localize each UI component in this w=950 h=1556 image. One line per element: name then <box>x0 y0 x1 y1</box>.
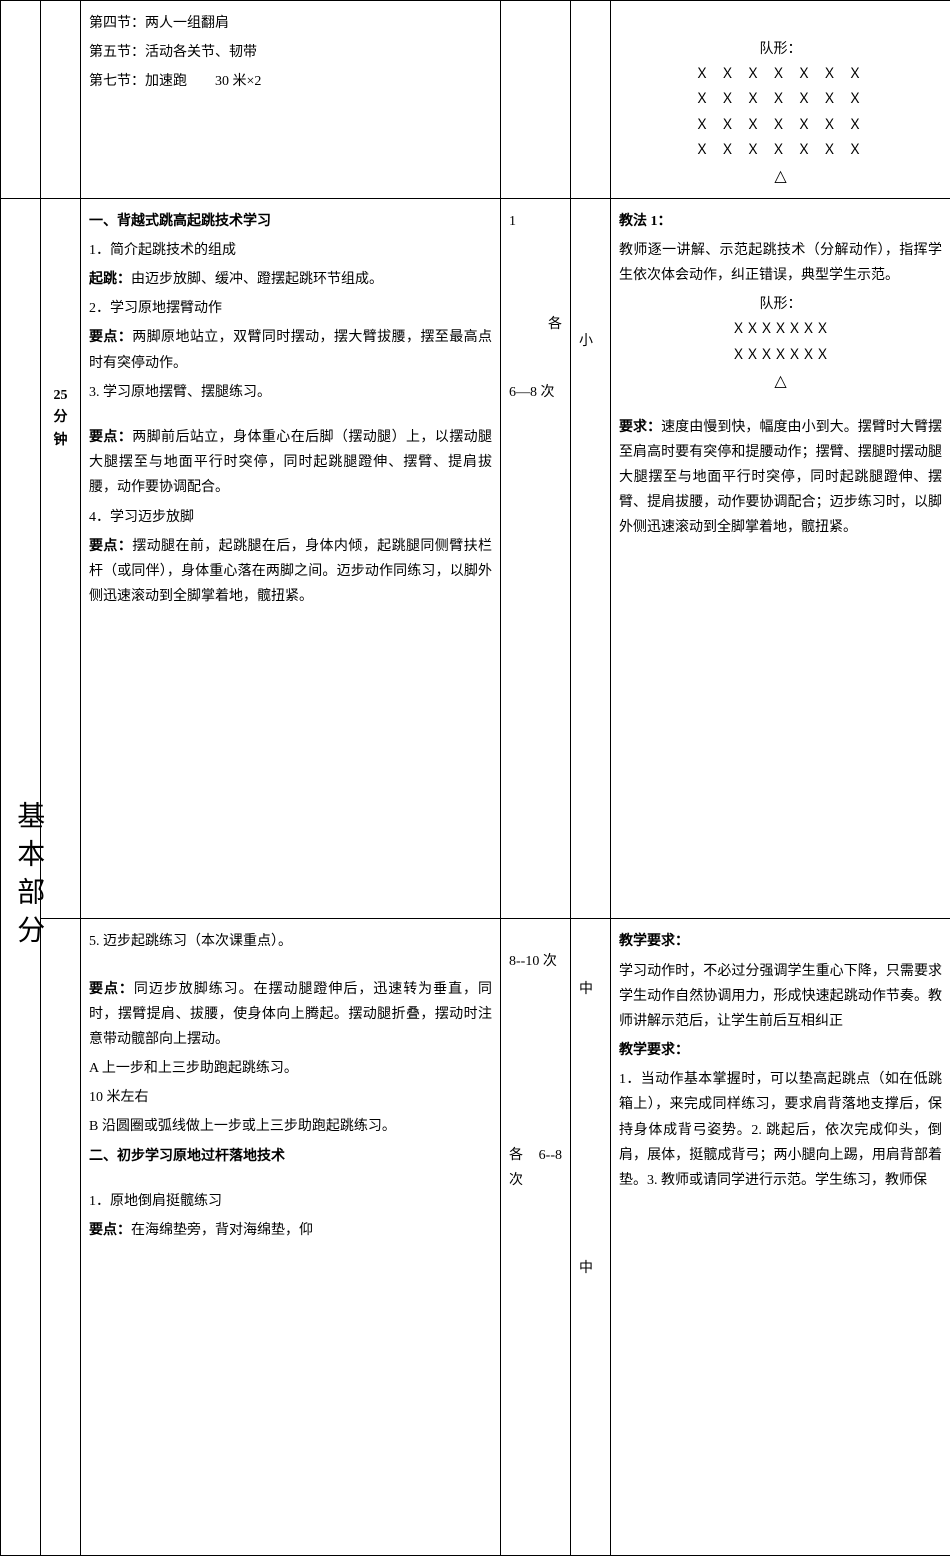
text-line: B 沿圆圈或弧线做上一步或上三步助跑起跳练习。 <box>89 1114 492 1139</box>
spacer <box>619 7 942 37</box>
heading: 教学要求： <box>619 929 942 954</box>
formation-row: Ｘ Ｘ Ｘ Ｘ Ｘ Ｘ Ｘ <box>619 62 942 87</box>
label: 起跳： <box>89 272 131 287</box>
text-block: 学习动作时，不必过分强调学生重心下降，只需要求学生动作自然协调用力，形成快速起跳… <box>619 959 942 1035</box>
lesson-plan-table: 第四节：两人一组翻肩 第五节：活动各关节、韧带 第七节：加速跑 30 米×2 队… <box>0 0 950 1556</box>
count: 8--10 次 <box>509 949 562 974</box>
cell-content-basic: 一、背越式跳高起跳技术学习 1．简介起跳技术的组成 起跳：由迈步放脚、缓冲、蹬摆… <box>81 198 501 919</box>
text-block: 教师逐一讲解、示范起跳技术（分解动作），指挥学生依次体会动作，纠正错误，典型学生… <box>619 238 942 288</box>
label: 要点： <box>89 982 134 997</box>
label: 要求： <box>619 420 661 435</box>
text: 由迈步放脚、缓冲、蹬摆起跳环节组成。 <box>131 272 383 287</box>
text-block: 要点：同迈步放脚练习。在摆动腿蹬伸后，迅速转为垂直，同时，摆臂提肩、拔腰，使身体… <box>89 977 492 1053</box>
spacer <box>49 205 72 385</box>
cell-intensity-blank <box>571 1 611 199</box>
spacer <box>509 979 562 1139</box>
intensity: 小 <box>579 329 602 354</box>
formation-row: Ｘ Ｘ Ｘ Ｘ Ｘ Ｘ Ｘ <box>619 113 942 138</box>
text-line: 1．简介起跳技术的组成 <box>89 238 492 263</box>
cell-content-warmup: 第四节：两人一组翻肩 第五节：活动各关节、韧带 第七节：加速跑 30 米×2 <box>81 1 501 199</box>
text-block: 要点：两脚前后站立，身体重心在后脚（摆动腿）上，以摆动腿大腿摆至与地面平行时突停… <box>89 425 492 501</box>
cell-req-row3: 教学要求： 学习动作时，不必过分强调学生重心下降，只需要求学生动作自然协调用力，… <box>611 919 950 1555</box>
text-line: 5. 迈步起跳练习（本次课重点）。 <box>89 929 492 954</box>
formation-row: Ｘ Ｘ Ｘ Ｘ Ｘ Ｘ Ｘ <box>619 138 942 163</box>
text-line: 3. 学习原地摆臂、摆腿练习。 <box>89 380 492 405</box>
count: 1 <box>509 209 562 234</box>
text: 同迈步放脚练习。在摆动腿蹬伸后，迅速转为垂直，同时，摆臂提肩、拔腰，使身体向上腾… <box>89 982 492 1047</box>
spacer <box>89 1173 492 1185</box>
formation-row: ＸＸＸＸＸＸＸ <box>619 317 942 342</box>
spacer <box>579 925 602 973</box>
cell-intensity-basic: 小 <box>571 198 611 919</box>
cell-req-formation: 队形： Ｘ Ｘ Ｘ Ｘ Ｘ Ｘ Ｘ Ｘ Ｘ Ｘ Ｘ Ｘ Ｘ Ｘ Ｘ Ｘ Ｘ Ｘ … <box>611 1 950 199</box>
count: 各 6--8次 <box>509 1143 562 1193</box>
formation-block: 队形： ＸＸＸＸＸＸＸ ＸＸＸＸＸＸＸ △ <box>619 292 942 396</box>
cell-time-blank <box>41 919 81 1555</box>
table-row: 5. 迈步起跳练习（本次课重点）。 要点：同迈步放脚练习。在摆动腿蹬伸后，迅速转… <box>1 919 950 1555</box>
text-block: 要求：速度由慢到快，幅度由小到大。摆臂时大臂摆至肩高时要有突停和提腰动作；摆臂、… <box>619 415 942 541</box>
spacer <box>509 341 562 376</box>
spacer <box>89 959 492 973</box>
cell-count-blank <box>501 1 571 199</box>
formation-block: 队形： Ｘ Ｘ Ｘ Ｘ Ｘ Ｘ Ｘ Ｘ Ｘ Ｘ Ｘ Ｘ Ｘ Ｘ Ｘ Ｘ Ｘ Ｘ … <box>619 37 942 192</box>
text-block: 1．当动作基本掌握时，可以垫高起跳点（如在低跳箱上），来完成同样练习，要求肩背落… <box>619 1067 942 1193</box>
cell-req-basic: 教法 1： 教师逐一讲解、示范起跳技术（分解动作），指挥学生依次体会动作，纠正错… <box>611 198 950 919</box>
formation-row: ＸＸＸＸＸＸＸ <box>619 343 942 368</box>
text: 速度由慢到快，幅度由小到大。摆臂时大臂摆至肩高时要有突停和提腰动作；摆臂、摆腿时… <box>619 420 942 536</box>
text-block: 起跳：由迈步放脚、缓冲、蹬摆起跳环节组成。 <box>89 267 492 292</box>
text-block: 要点：摆动腿在前，起跳腿在后，身体内倾，起跳腿同侧臂扶栏杆（或同伴），身体重心落… <box>89 534 492 610</box>
page-wrapper: 第四节：两人一组翻肩 第五节：活动各关节、韧带 第七节：加速跑 30 米×2 队… <box>0 0 950 1556</box>
heading: 教法 1： <box>619 209 942 234</box>
formation-triangle: △ <box>619 368 942 397</box>
label: 要点： <box>89 430 132 445</box>
table-row: 第四节：两人一组翻肩 第五节：活动各关节、韧带 第七节：加速跑 30 米×2 队… <box>1 1 950 199</box>
spacer <box>579 205 602 325</box>
formation-triangle: △ <box>619 163 942 192</box>
table-row: 基本部分 25 分 钟 一、背越式跳高起跳技术学习 1．简介起跳技术的组成 起跳… <box>1 198 950 919</box>
text: 在海绵垫旁，背对海绵垫，仰 <box>131 1223 313 1238</box>
intensity: 中 <box>579 1256 602 1281</box>
text-line: 第四节：两人一组翻肩 <box>89 11 492 36</box>
time-block: 25 分 钟 <box>49 385 72 452</box>
cell-time-blank <box>41 1 81 199</box>
cell-count-row3: 8--10 次 各 6--8次 <box>501 919 571 1555</box>
formation-label: 队形： <box>619 292 942 317</box>
text: 两脚原地站立，双臂同时摆动，摆大臂拔腰，摆至最高点时有突停动作。 <box>89 330 492 370</box>
spacer <box>89 409 492 421</box>
text-line: 第五节：活动各关节、韧带 <box>89 40 492 65</box>
text-line: 1．原地倒肩挺髋练习 <box>89 1189 492 1214</box>
spacer <box>579 1007 602 1252</box>
text: 摆动腿在前，起跳腿在后，身体内倾，起跳腿同侧臂扶栏杆（或同伴），身体重心落在两脚… <box>89 539 492 604</box>
text-line: 4．学习迈步放脚 <box>89 505 492 530</box>
count: 各 <box>509 312 562 337</box>
text: 两脚前后站立，身体重心在后脚（摆动腿）上，以摆动腿大腿摆至与地面平行时突停，同时… <box>89 430 492 495</box>
text-block: 要点：在海绵垫旁，背对海绵垫，仰 <box>89 1218 492 1243</box>
label: 要点： <box>89 330 132 345</box>
spacer <box>509 925 562 945</box>
heading: 二、初步学习原地过杆落地技术 <box>89 1144 492 1169</box>
cell-intensity-row3: 中 中 <box>571 919 611 1555</box>
text-line: 第七节：加速跑 30 米×2 <box>89 69 492 94</box>
time-unit: 钟 <box>49 430 72 452</box>
text-line: A 上一步和上三步助跑起跳练习。 <box>89 1056 492 1081</box>
text-block: 要点：两脚原地站立，双臂同时摆动，摆大臂拔腰，摆至最高点时有突停动作。 <box>89 325 492 375</box>
formation-label: 队形： <box>619 37 942 62</box>
cell-section-blank <box>1 1 41 199</box>
formation-row: Ｘ Ｘ Ｘ Ｘ Ｘ Ｘ Ｘ <box>619 87 942 112</box>
text-line: 2．学习原地摆臂动作 <box>89 296 492 321</box>
spacer <box>509 238 562 308</box>
cell-count-basic: 1 各 6—8 次 <box>501 198 571 919</box>
text-line: 10 米左右 <box>89 1085 492 1110</box>
cell-section-basic: 基本部分 <box>1 198 41 1555</box>
cell-content-row3: 5. 迈步起跳练习（本次课重点）。 要点：同迈步放脚练习。在摆动腿蹬伸后，迅速转… <box>81 919 501 1555</box>
heading: 一、背越式跳高起跳技术学习 <box>89 209 492 234</box>
label: 要点： <box>89 539 132 554</box>
heading: 教学要求： <box>619 1038 942 1063</box>
time-number: 25 <box>49 385 72 407</box>
count: 6—8 次 <box>509 380 562 405</box>
intensity: 中 <box>579 977 602 1002</box>
time-unit: 分 <box>49 407 72 429</box>
spacer <box>619 397 942 411</box>
label: 要点： <box>89 1223 131 1238</box>
